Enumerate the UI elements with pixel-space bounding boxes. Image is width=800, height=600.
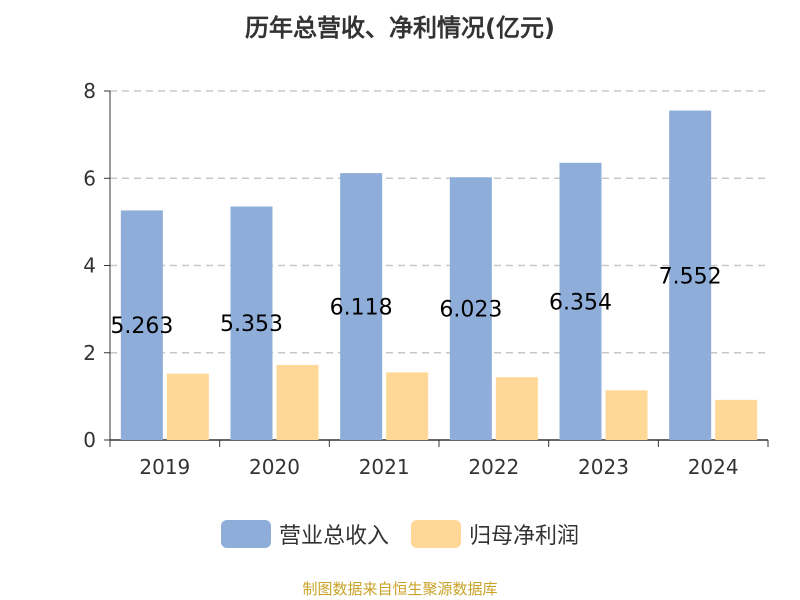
chart-title: 历年总营收、净利情况(亿元) <box>245 14 555 42</box>
data-label-revenue-2020: 5.353 <box>220 312 283 337</box>
x-tick-label-2024: 2024 <box>688 455 739 479</box>
data-label-revenue-2024: 7.552 <box>659 264 722 289</box>
legend-label-profit: 归母净利润 <box>469 524 580 549</box>
data-label-revenue-2019: 5.263 <box>110 314 173 339</box>
bar-revenue-2022 <box>449 177 492 440</box>
data-label-revenue-2022: 6.023 <box>439 298 502 323</box>
y-tick-label-0: 0 <box>83 428 96 452</box>
bar-revenue-2020 <box>230 206 273 440</box>
legend-label-revenue: 营业总收入 <box>278 524 389 549</box>
x-tick-label-2022: 2022 <box>468 455 519 479</box>
bar-revenue-2021 <box>340 173 383 441</box>
x-tick-label-2020: 2020 <box>249 455 300 479</box>
bar-profit-2021 <box>386 372 429 440</box>
y-tick-label-2: 2 <box>83 341 96 365</box>
axes: 0 2 4 6 8 2019 2020 2021 2022 2023 2024 <box>83 79 769 479</box>
legend-item-profit[interactable]: 归母净利润 <box>411 518 579 550</box>
grid-lines <box>110 90 768 354</box>
bar-profit-2020 <box>276 364 319 440</box>
bar-revenue-2023 <box>559 162 602 440</box>
data-label-revenue-2021: 6.118 <box>330 296 393 321</box>
legend: 营业总收入 归母净利润 <box>0 518 800 550</box>
source-note: 制图数据来自恒生聚源数据库 <box>302 580 498 598</box>
y-tick-label-8: 8 <box>83 79 96 103</box>
y-tick-label-4: 4 <box>83 254 96 278</box>
legend-swatch-revenue <box>220 520 271 548</box>
bar-revenue-2019 <box>120 210 163 440</box>
y-tick-label-6: 6 <box>83 166 96 190</box>
x-tick-label-2023: 2023 <box>578 455 629 479</box>
bars <box>120 110 758 441</box>
x-tick-label-2019: 2019 <box>139 455 190 479</box>
legend-item-revenue[interactable]: 营业总收入 <box>220 518 389 550</box>
bar-profit-2024 <box>715 399 758 440</box>
bar-profit-2023 <box>605 390 648 440</box>
legend-swatch-profit <box>411 520 461 548</box>
bar-profit-2022 <box>495 377 538 440</box>
bar-revenue-2024 <box>669 110 712 440</box>
x-tick-label-2021: 2021 <box>359 455 410 479</box>
bar-profit-2019 <box>166 373 209 440</box>
data-label-revenue-2023: 6.354 <box>549 290 612 315</box>
data-labels: 5.263 5.353 6.118 6.023 6.354 7.552 <box>110 264 721 339</box>
